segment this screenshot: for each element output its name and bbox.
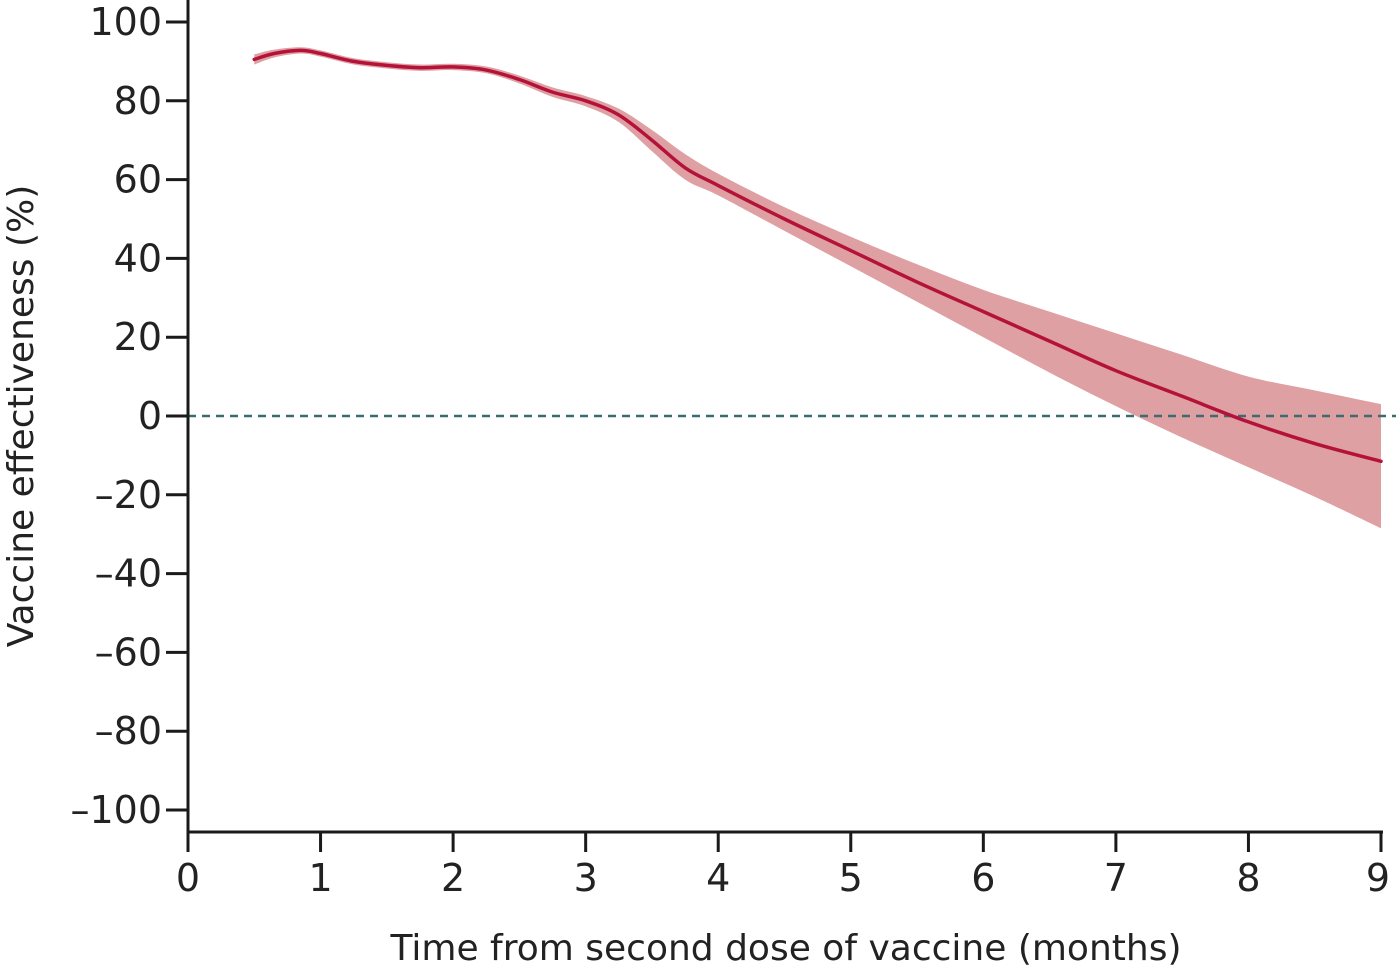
y-tick-label: –20 — [95, 473, 162, 517]
series-line — [252, 48, 1383, 464]
x-tick-label: 3 — [574, 856, 598, 900]
confidence-band-layer — [254, 47, 1381, 529]
y-ticks: 100 80 60 40 20 0 –20 –40 –60 –80 –100 — [70, 0, 188, 832]
y-tick-label: –80 — [95, 709, 162, 753]
x-tick-label: 4 — [706, 856, 730, 900]
y-tick-label: –60 — [95, 630, 162, 674]
y-tick-label: –40 — [95, 552, 162, 596]
y-tick-label: –100 — [70, 788, 162, 832]
x-tick-label: 0 — [176, 856, 200, 900]
y-tick-label: 20 — [114, 315, 162, 359]
x-tick-label: 6 — [971, 856, 995, 900]
x-tick-label: 7 — [1104, 856, 1128, 900]
y-tick-label: 40 — [114, 236, 162, 280]
x-tick-label: 2 — [441, 856, 465, 900]
x-ticks: 0 1 2 3 4 5 6 7 8 9 — [176, 832, 1390, 900]
y-tick-label: 100 — [89, 0, 162, 44]
confidence-band — [254, 47, 1381, 529]
x-axis-title: Time from second dose of vaccine (months… — [389, 928, 1181, 969]
x-tick-label: 1 — [308, 856, 332, 900]
y-tick-label: 60 — [114, 158, 162, 202]
y-tick-label: 0 — [138, 394, 162, 438]
x-tick-label: 5 — [839, 856, 863, 900]
x-tick-label: 8 — [1236, 856, 1260, 900]
y-tick-label: 80 — [114, 79, 162, 123]
y-axis-title: Vaccine effectiveness (%) — [1, 185, 42, 648]
x-tick-label: 9 — [1366, 856, 1390, 900]
series-line-layer — [252, 48, 1383, 464]
